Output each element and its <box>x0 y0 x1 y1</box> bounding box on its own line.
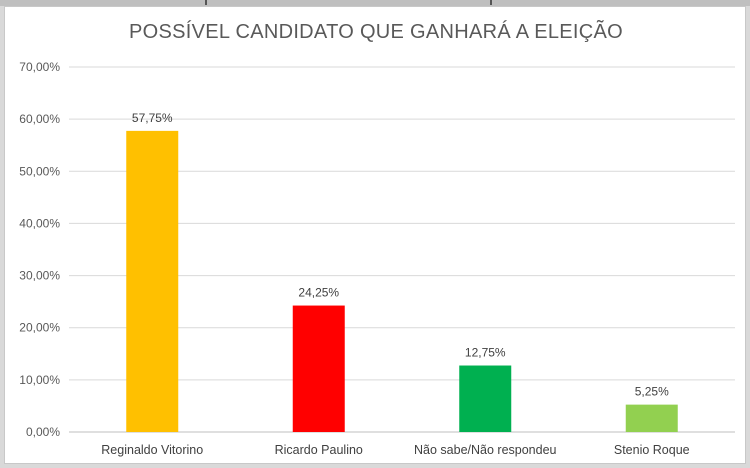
strip-mark <box>205 0 207 5</box>
y-tick-label: 60,00% <box>19 112 60 126</box>
y-tick-label: 0,00% <box>26 425 60 439</box>
y-tick-label: 70,00% <box>19 60 60 74</box>
x-category-label: Reginaldo Vitorino <box>101 443 203 457</box>
y-tick-label: 30,00% <box>19 269 60 283</box>
data-label: 5,25% <box>635 385 669 399</box>
data-label: 57,75% <box>132 111 173 125</box>
bar-chart: 0,00% 10,00% 20,00% 30,00% 40,00% 50,00% 60,00… <box>19 60 735 457</box>
data-label: 12,75% <box>465 346 506 360</box>
y-tick-label: 10,00% <box>19 373 60 387</box>
bar <box>292 305 345 432</box>
data-label: 24,25% <box>298 286 339 300</box>
bar <box>459 365 512 432</box>
chart-title: POSSÍVEL CANDIDATO QUE GANHARÁ A ELEIÇÃO <box>129 21 623 43</box>
x-category-label: Ricardo Paulino <box>275 443 363 457</box>
top-strip <box>0 0 750 6</box>
strip-mark <box>490 0 492 5</box>
x-category-label: Não sabe/Não respondeu <box>414 443 557 457</box>
bar <box>625 404 678 432</box>
x-category-label: Stenio Roque <box>614 443 690 457</box>
y-tick-label: 50,00% <box>19 164 60 178</box>
y-tick-label: 40,00% <box>19 216 60 230</box>
chart-card: POSSÍVEL CANDIDATO QUE GANHARÁ A ELEIÇÃO… <box>4 6 746 464</box>
bar <box>126 130 179 432</box>
y-tick-label: 20,00% <box>19 321 60 335</box>
